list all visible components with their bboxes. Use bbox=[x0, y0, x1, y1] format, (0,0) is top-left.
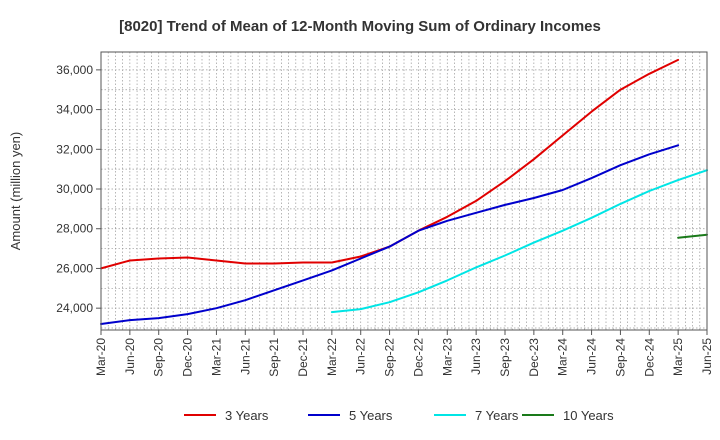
series-line-5-years bbox=[100, 144, 680, 325]
legend: 3 Years 5 Years 7 Years 10 Years bbox=[184, 408, 614, 423]
legend-label-5-years: 5 Years bbox=[349, 408, 393, 423]
x-tick-label: Jun-25 bbox=[700, 338, 714, 375]
y-tick-label: 28,000 bbox=[56, 222, 93, 236]
x-tick-label: Sep-22 bbox=[383, 338, 397, 377]
x-tick-label: Sep-21 bbox=[267, 338, 281, 377]
x-tick-label: Jun-22 bbox=[354, 338, 368, 375]
series-group bbox=[100, 58, 708, 325]
x-tick-label: Mar-21 bbox=[209, 338, 223, 376]
x-tick-label: Mar-22 bbox=[325, 338, 339, 376]
x-tick-label: Sep-20 bbox=[152, 338, 166, 377]
x-tick-label: Sep-24 bbox=[613, 338, 627, 377]
chart-title: [8020] Trend of Mean of 12-Month Moving … bbox=[119, 18, 601, 35]
x-tick-label: Dec-20 bbox=[181, 338, 195, 377]
legend-label-3-years: 3 Years bbox=[225, 408, 269, 423]
x-tick-label: Dec-23 bbox=[527, 338, 541, 377]
y-tick-label: 30,000 bbox=[56, 182, 93, 196]
legend-label-10-years: 10 Years bbox=[563, 408, 614, 423]
y-tick-label: 32,000 bbox=[56, 142, 93, 156]
x-tick-label: Jun-20 bbox=[123, 338, 137, 375]
legend-label-7-years: 7 Years bbox=[475, 408, 519, 423]
x-tick-label: Dec-21 bbox=[296, 338, 310, 377]
x-tick-label: Mar-24 bbox=[556, 338, 570, 376]
y-tick-label: 26,000 bbox=[56, 261, 93, 275]
series-line-10-years bbox=[677, 233, 708, 239]
x-tick-label: Mar-20 bbox=[94, 338, 108, 376]
plot-frame bbox=[100, 51, 708, 331]
y-axis-label: Amount (million yen) bbox=[8, 132, 23, 251]
x-tick-label: Mar-25 bbox=[671, 338, 685, 376]
x-tick-label: Dec-22 bbox=[411, 338, 425, 377]
series-line-7-years bbox=[330, 169, 708, 314]
y-tick-label: 24,000 bbox=[56, 301, 93, 315]
x-ticks: Mar-20 Jun-20 Sep-20 Dec-20 Mar-21 Jun-21 Sep-… bbox=[94, 330, 714, 377]
x-tick-label: Dec-24 bbox=[642, 338, 656, 377]
y-tick-label: 34,000 bbox=[56, 103, 93, 117]
y-ticks: 24,000 26,000 28,000 30,000 32,000 34,000 36,0… bbox=[56, 63, 101, 315]
x-tick-label: Jun-21 bbox=[238, 338, 252, 375]
x-tick-label: Sep-23 bbox=[498, 338, 512, 377]
x-tick-label: Jun-24 bbox=[585, 338, 599, 375]
x-tick-label: Jun-23 bbox=[469, 338, 483, 375]
y-tick-label: 36,000 bbox=[56, 63, 93, 77]
grid bbox=[100, 52, 708, 330]
x-tick-label: Mar-23 bbox=[440, 338, 454, 376]
